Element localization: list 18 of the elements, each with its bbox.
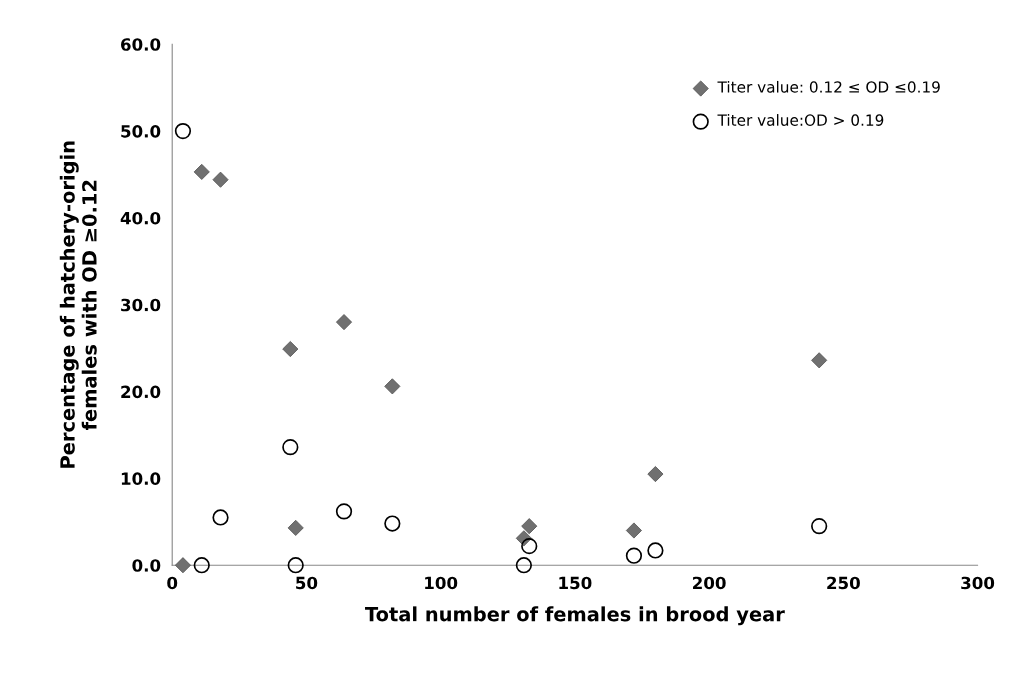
- x-tick-label: 0: [167, 576, 178, 590]
- x-tick-label: 150: [559, 576, 592, 590]
- x-tick-label: 100: [425, 576, 458, 590]
- x-axis-title: Total number of females in brood year: [365, 606, 785, 626]
- x-tick-label: 200: [693, 576, 726, 590]
- y-tick-label: 10.0: [121, 472, 161, 485]
- y-tick-label: 60.0: [121, 38, 161, 51]
- x-tick-label: 50: [296, 576, 318, 590]
- legend-label: Titer value:OD > 0.19: [717, 114, 884, 126]
- x-tick-label: 300: [961, 576, 995, 590]
- x-tick-label: 250: [827, 576, 860, 590]
- y-tick-label: 40.0: [120, 211, 161, 225]
- y-tick-label: 30.0: [121, 298, 161, 312]
- y-tick-label: 0.0: [132, 559, 161, 572]
- y-tick-label: 50.0: [121, 125, 161, 138]
- legend-label: Titer value: 0.12 ≤ OD ≤0.19: [717, 80, 940, 93]
- y-axis-title: Percentage of hatchery-origin females with OD ≥0.12: [59, 141, 97, 468]
- y-tick-label: 20.0: [121, 385, 161, 399]
